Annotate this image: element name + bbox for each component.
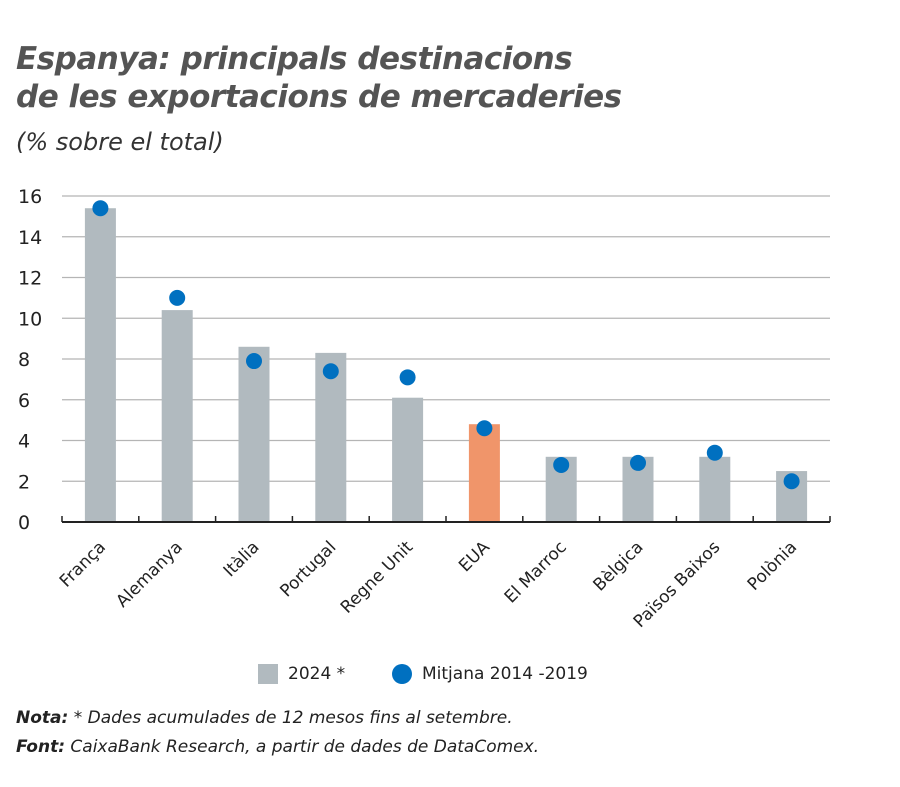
- x-tick-label: Alemanya: [112, 537, 186, 611]
- title-line-2: de les exportacions de mercaderies: [16, 79, 622, 115]
- legend-label-mitjana: Mitjana 2014 -2019: [422, 664, 588, 684]
- dot-polònia: [783, 473, 800, 490]
- x-tick-label: Portugal: [276, 537, 340, 601]
- dot-portugal: [322, 363, 339, 380]
- legend-label-2024: 2024 *: [288, 664, 346, 684]
- dot-frança: [92, 200, 109, 217]
- x-tick-label: El Marroc: [501, 537, 571, 607]
- bar-frança: [84, 208, 116, 522]
- y-tick-label: 14: [18, 227, 42, 249]
- x-tick-label: EUA: [455, 537, 494, 576]
- bar-països-baixos: [699, 456, 731, 522]
- y-tick-label: 4: [18, 431, 30, 453]
- chart-subtitle: (% sobre el total): [16, 128, 224, 156]
- bar-eua: [468, 424, 500, 522]
- bar-regne-unit: [392, 397, 424, 522]
- y-tick-label: 6: [18, 390, 30, 412]
- note-text: * Dades acumulades de 12 mesos fins al s…: [68, 708, 513, 728]
- legend-item-2024: 2024 *: [258, 664, 345, 684]
- dot-països-baixos: [706, 444, 723, 461]
- dot-bèlgica: [630, 454, 646, 471]
- title-line-1: Espanya: principals destinacions: [16, 41, 573, 77]
- dot-regne-unit: [399, 369, 416, 386]
- source-text: CaixaBank Research, a partir de dades de…: [65, 737, 540, 757]
- dot-eua: [476, 420, 493, 437]
- y-tick-label: 16: [18, 186, 42, 208]
- source-label: Font:: [16, 737, 65, 757]
- legend-swatch-bar: [258, 664, 278, 684]
- bar-alemanya: [161, 310, 193, 522]
- y-tick-label: 8: [18, 349, 30, 371]
- bar-portugal: [315, 352, 347, 522]
- dot-alemanya: [169, 289, 186, 306]
- x-tick-label: França: [56, 537, 110, 591]
- y-tick-label: 0: [18, 512, 30, 534]
- bar-itàlia: [238, 346, 270, 522]
- dot-el-marroc: [553, 456, 570, 473]
- legend-swatch-dot: [392, 664, 412, 684]
- x-tick-label: Bèlgica: [589, 537, 647, 595]
- x-tick-label: Regne Unit: [337, 537, 418, 618]
- y-tick-label: 2: [18, 471, 30, 493]
- chart-title: Espanya: principals destinacions de les …: [16, 40, 622, 116]
- note-label: Nota:: [16, 708, 69, 728]
- y-tick-label: 10: [18, 308, 42, 330]
- y-tick-label: 12: [18, 268, 42, 290]
- x-tick-label: Itàlia: [220, 537, 264, 581]
- source: Font: CaixaBank Research, a partir de da…: [16, 737, 539, 757]
- x-tick-label: Polònia: [744, 537, 801, 594]
- legend-item-mitjana: Mitjana 2014 -2019: [392, 664, 588, 684]
- dot-itàlia: [246, 353, 262, 370]
- note: Nota: * Dades acumulades de 12 mesos fin…: [16, 708, 513, 728]
